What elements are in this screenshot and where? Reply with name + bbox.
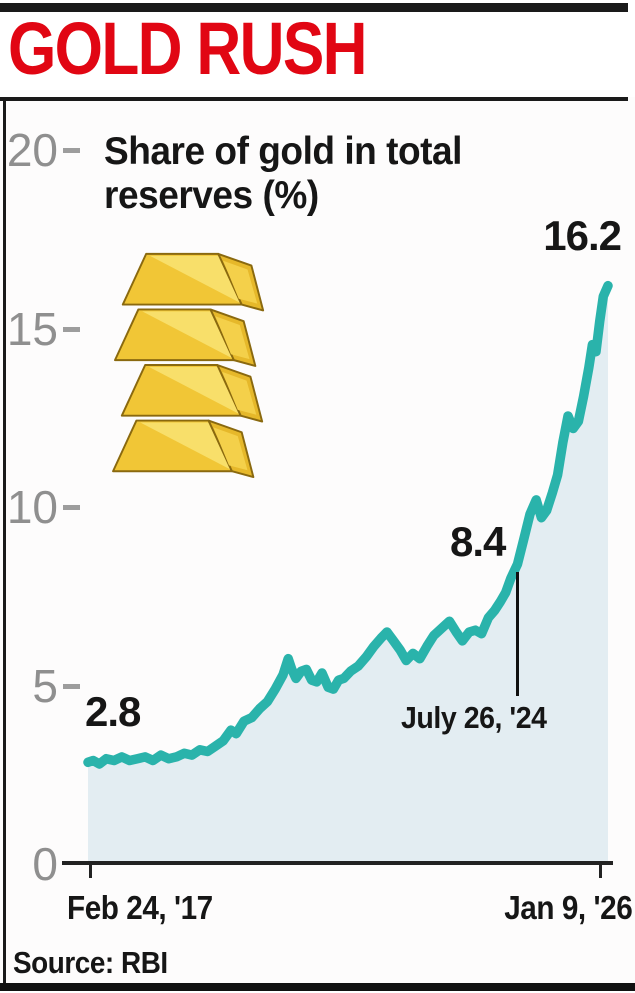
y-axis-tick-dash bbox=[63, 505, 80, 510]
y-axis-tick-dash bbox=[63, 148, 80, 153]
y-axis-tick-label: 10 bbox=[6, 481, 58, 533]
y-axis-tick-label: 0 bbox=[32, 838, 58, 890]
annotation-mid-value: 8.4 bbox=[450, 518, 506, 565]
gold-bars-icon bbox=[112, 252, 265, 479]
masthead-bar bbox=[0, 3, 628, 12]
gold-ingot bbox=[114, 308, 257, 367]
headline: GOLD RUSH bbox=[8, 7, 368, 90]
chart-title-line1: Share of gold in total bbox=[104, 130, 463, 173]
gold-ingot bbox=[120, 364, 264, 423]
y-axis-tick-dash bbox=[63, 683, 80, 689]
line-series bbox=[83, 280, 613, 769]
x-axis-tick-start bbox=[89, 865, 92, 878]
y-axis-tick-label: 15 bbox=[6, 302, 58, 355]
panel-top-border bbox=[0, 97, 628, 101]
x-axis-label-start: Feb 24, '17 bbox=[67, 889, 213, 926]
bottom-border bbox=[0, 983, 635, 991]
y-axis-tick-label: 20 bbox=[6, 124, 58, 176]
annotation-end-value: 16.2 bbox=[543, 212, 622, 259]
chart-title-line2: reserves (%) bbox=[104, 174, 319, 218]
panel-left-border bbox=[3, 97, 6, 987]
chart-title: Share of gold in total reserves (%) bbox=[104, 130, 513, 218]
x-axis-label-end: Jan 9, '26 bbox=[503, 889, 633, 926]
area-series bbox=[88, 285, 608, 864]
callout-date-label: July 26, '24 bbox=[401, 700, 547, 735]
annotation-start-value: 2.8 bbox=[85, 688, 141, 735]
source-label: Source: RBI bbox=[13, 945, 168, 980]
x-axis-line bbox=[62, 861, 613, 865]
y-axis-tick-label: 5 bbox=[32, 659, 58, 712]
callout-line bbox=[516, 572, 519, 696]
gold-ingot bbox=[121, 252, 265, 312]
y-axis-tick-dash bbox=[63, 326, 80, 332]
gold-ingot bbox=[112, 419, 255, 479]
x-axis-tick-end bbox=[599, 865, 602, 878]
